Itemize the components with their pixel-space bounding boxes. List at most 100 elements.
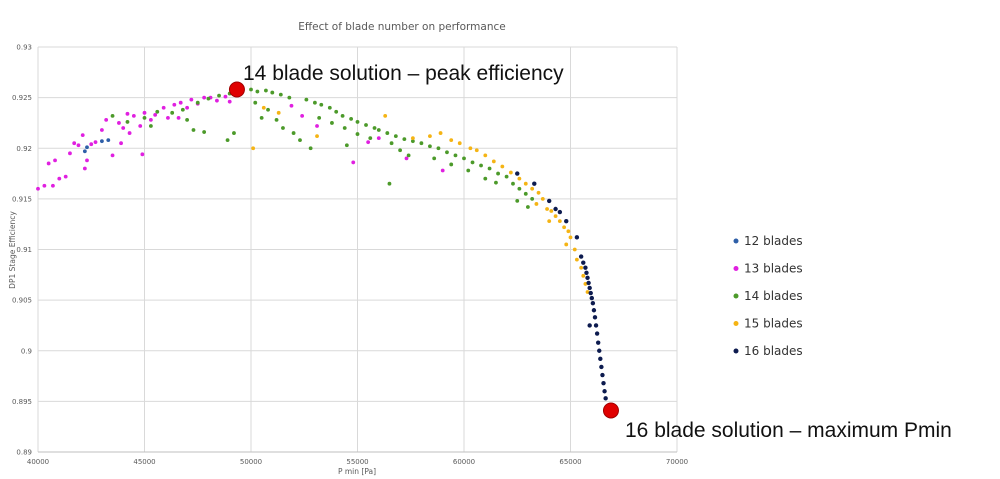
data-point-13-blades bbox=[51, 183, 55, 188]
data-point-13-blades bbox=[300, 113, 305, 118]
data-point-16-blades bbox=[591, 308, 597, 313]
data-point-15-blades bbox=[585, 290, 590, 294]
highlight-annotations: 14 blade solution – peak efficiency 16 bl… bbox=[228, 62, 952, 442]
legend: 12 blades 13 blades 14 blades 15 blades 16 b… bbox=[733, 234, 803, 358]
data-point-14-blades bbox=[387, 181, 392, 186]
data-point-14-blades bbox=[298, 138, 302, 143]
data-point-14-blades bbox=[274, 118, 279, 122]
data-point-15-blades bbox=[410, 136, 415, 141]
data-point-14-blades bbox=[264, 88, 268, 93]
data-point-13-blades bbox=[42, 183, 47, 188]
data-point-14-blades bbox=[342, 126, 347, 130]
data-point-16-blades bbox=[557, 209, 563, 215]
data-point-15-blades bbox=[549, 209, 554, 213]
data-point-15-blades bbox=[508, 170, 513, 175]
data-point-14-blades bbox=[125, 120, 130, 124]
data-point-14-blades bbox=[445, 150, 449, 155]
data-point-14-blades bbox=[287, 95, 292, 100]
data-point-16-blades bbox=[598, 356, 603, 362]
data-point-14-blades bbox=[470, 160, 475, 165]
legend-entry: 12 blades bbox=[744, 234, 803, 248]
gridlines bbox=[37, 46, 678, 453]
data-point-14-blades bbox=[419, 141, 424, 146]
data-point-15-blades bbox=[530, 186, 535, 191]
data-point-16-blades bbox=[574, 235, 580, 240]
data-points bbox=[36, 87, 608, 401]
data-point-15-blades bbox=[449, 138, 454, 143]
data-point-14-blades bbox=[249, 87, 253, 92]
data-point-15-blades bbox=[438, 131, 443, 135]
data-point-15-blades bbox=[557, 219, 562, 224]
data-point-14-blades bbox=[304, 97, 309, 102]
data-point-13-blades bbox=[223, 94, 228, 99]
data-point-16-blades bbox=[602, 389, 607, 394]
data-point-14-blades bbox=[406, 153, 411, 158]
data-point-13-blades bbox=[57, 176, 62, 181]
data-point-13-blades bbox=[366, 140, 371, 145]
data-point-14-blades bbox=[526, 205, 530, 209]
data-point-14-blades bbox=[191, 128, 196, 132]
data-point-16-blades bbox=[587, 285, 592, 291]
data-point-16-blades bbox=[595, 340, 601, 345]
y-tick-label: 0.92 bbox=[16, 145, 32, 153]
data-point-14-blades bbox=[515, 199, 520, 203]
y-tick-label: 0.93 bbox=[16, 44, 32, 52]
data-point-13-blades bbox=[100, 128, 104, 132]
data-point-13-blades bbox=[72, 141, 77, 146]
data-point-13-blades bbox=[119, 141, 123, 146]
y-tick-label: 0.915 bbox=[12, 195, 32, 203]
data-point-15-blades bbox=[534, 202, 539, 206]
data-point-16-blades bbox=[553, 206, 558, 212]
data-point-15-blades bbox=[500, 164, 505, 169]
data-point-14-blades bbox=[496, 171, 500, 176]
data-point-15-blades bbox=[568, 235, 573, 240]
data-point-13-blades bbox=[153, 112, 158, 117]
data-point-14-blades bbox=[148, 124, 153, 128]
data-point-13-blades bbox=[46, 161, 51, 166]
data-point-14-blades bbox=[155, 109, 160, 114]
data-point-14-blades bbox=[278, 92, 283, 97]
data-point-14-blades bbox=[453, 153, 458, 158]
data-point-14-blades bbox=[530, 196, 535, 201]
y-tick-label: 0.91 bbox=[16, 246, 32, 254]
data-point-13-blades bbox=[227, 99, 232, 104]
data-point-14-blades bbox=[225, 138, 230, 143]
data-point-12-blades bbox=[100, 139, 104, 144]
data-point-14-blades bbox=[180, 107, 185, 112]
data-point-13-blades bbox=[148, 118, 153, 122]
data-point-16-blades bbox=[588, 290, 593, 296]
data-point-12-blades bbox=[82, 149, 87, 154]
data-point-13-blades bbox=[202, 95, 207, 100]
x-axis-label: P min [Pa] bbox=[338, 467, 376, 476]
data-point-15-blades bbox=[545, 207, 549, 211]
chart-title: Effect of blade number on performance bbox=[298, 21, 505, 33]
data-point-14-blades bbox=[217, 93, 221, 98]
data-point-15-blades bbox=[574, 257, 579, 262]
data-point-14-blades bbox=[432, 156, 437, 161]
data-point-16-blades bbox=[586, 280, 591, 286]
data-point-14-blades bbox=[319, 102, 324, 107]
data-point-13-blades bbox=[185, 105, 190, 110]
data-point-14-blades bbox=[466, 168, 471, 173]
data-point-15-blades bbox=[517, 176, 522, 181]
annotation-label: 16 blade solution – maximum Pmin bbox=[625, 419, 952, 442]
data-point-14-blades bbox=[410, 139, 415, 144]
x-tick-label: 40000 bbox=[27, 458, 49, 466]
highlight-point bbox=[228, 81, 245, 98]
data-point-14-blades bbox=[291, 131, 296, 135]
data-point-15-blades bbox=[251, 146, 256, 151]
y-tick-label: 0.895 bbox=[12, 398, 32, 406]
data-point-14-blades bbox=[428, 144, 432, 149]
legend-marker bbox=[733, 293, 739, 299]
legend-marker bbox=[733, 238, 739, 244]
data-point-15-blades bbox=[474, 148, 479, 153]
data-point-14-blades bbox=[313, 100, 317, 105]
data-point-15-blades bbox=[540, 196, 545, 201]
data-point-14-blades bbox=[449, 162, 454, 167]
data-point-14-blades bbox=[349, 116, 354, 121]
data-point-14-blades bbox=[389, 141, 394, 146]
data-point-15-blades bbox=[261, 105, 266, 110]
data-point-14-blades bbox=[436, 146, 441, 151]
data-point-16-blades bbox=[578, 254, 584, 259]
